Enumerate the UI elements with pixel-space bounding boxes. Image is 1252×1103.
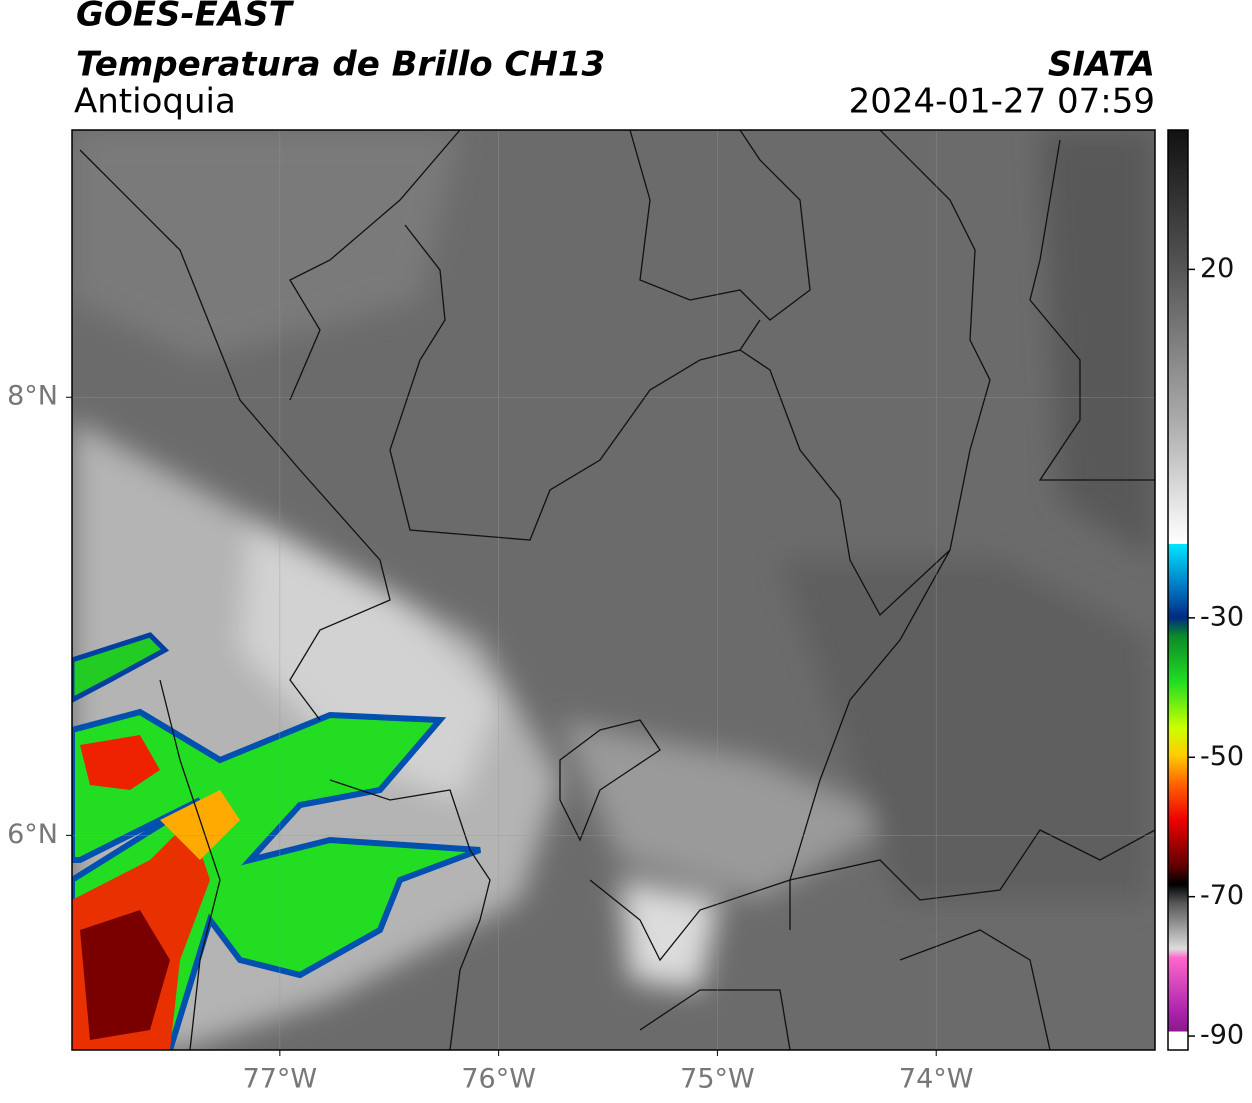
y-tick-label: 8°N [7,381,58,412]
map-image [72,130,1155,1050]
colorbar-tick-label: -30 [1200,601,1244,632]
x-tick-label: 75°W [680,1064,755,1095]
colorbar-ticks: 20 -30 -50 -70 -90 [1188,253,1244,1051]
datetime-label: 2024-01-27 07:59 [849,82,1155,122]
colorbar-tick-label: -50 [1200,741,1244,772]
colorbar-tick-label: 20 [1200,253,1234,284]
agency-label: SIATA [1048,45,1155,85]
borders [79,130,1155,1050]
colorbar-tick-label: -70 [1200,880,1244,911]
colorbar-tick-label: -90 [1200,1020,1244,1051]
graticule [72,130,1155,1050]
satellite-title: GOES-EAST [76,0,295,35]
x-tick-label: 77°W [243,1064,318,1095]
colorbar [1167,129,1189,1051]
cold-cloud-tops [72,632,482,1050]
x-tick-label: 76°W [461,1064,536,1095]
y-tick-label: 6°N [7,819,58,850]
region-label: Antioquia [74,82,236,122]
product-title: Temperatura de Brillo CH13 [76,45,605,85]
x-tick-label: 74°W [899,1064,974,1095]
map-frame [71,129,1156,1051]
